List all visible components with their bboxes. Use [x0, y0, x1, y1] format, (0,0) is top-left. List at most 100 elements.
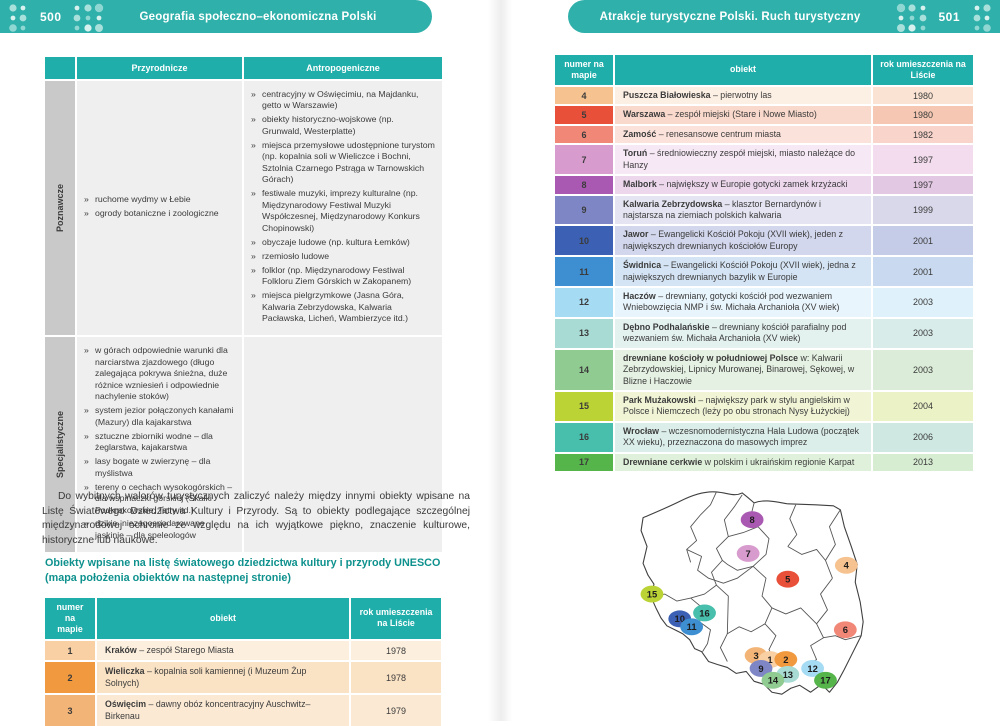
- map-marker-label-3: 3: [753, 650, 758, 661]
- map-number-cell: 13: [555, 318, 613, 348]
- map-marker-label-5: 5: [785, 574, 790, 585]
- map-number-cell: 17: [555, 453, 613, 472]
- map-number-cell: 9: [555, 195, 613, 225]
- object-cell: Drewniane cerkwie w polskim i ukraińskim…: [615, 453, 871, 472]
- intro-paragraph: Do wybitnych walorów turystycznych zalic…: [42, 490, 470, 548]
- map-number-cell: 5: [555, 106, 613, 124]
- map-marker-5: [776, 570, 800, 588]
- map-marker-label-1: 1: [767, 654, 772, 665]
- year-cell: 1997: [873, 176, 973, 194]
- object-cell: Świdnica – Ewangelicki Kościół Pokoju (X…: [615, 257, 871, 287]
- object-cell: Dębno Podhalańskie – drewniany kościół p…: [615, 318, 871, 348]
- map-number-cell: 7: [555, 145, 613, 175]
- map-marker-label-2: 2: [783, 654, 788, 665]
- walory-item: miejsca pielgrzymkowe (Jasna Góra, Kalwa…: [251, 290, 435, 324]
- year-cell: 2003: [873, 318, 973, 348]
- column-header-przyrodnicze: Przyrodnicze: [77, 57, 242, 79]
- poland-map: 8 7 4 5 15 16 10 11 6 3 1 2 9 12 13 14 17: [607, 487, 925, 719]
- map-number-cell: 10: [555, 226, 613, 256]
- object-cell: drewniane kościoły w południowej Polsce …: [615, 349, 871, 390]
- year-cell: 1980: [873, 106, 973, 124]
- walory-item: lasy bogate w zwierzynę – dla myślistwa: [84, 456, 235, 479]
- walory-cell: centracyjny w Oświęcimiu, na Majdanku, g…: [244, 81, 442, 336]
- walory-item: folklor (np. Międzynarodowy Festiwal Fol…: [251, 265, 435, 288]
- dots-decoration: [73, 3, 103, 32]
- page-number-left: 500: [40, 9, 62, 24]
- year-cell: 1979: [351, 695, 441, 726]
- map-marker-label-4: 4: [844, 560, 850, 571]
- map-marker-17: [814, 671, 837, 689]
- year-cell: 2003: [873, 349, 973, 390]
- unesco-table-right: numer na mapie obiekt rok umieszczenia na …: [555, 55, 975, 472]
- object-cell: Zamość – renesansowe centrum miasta: [615, 125, 871, 144]
- map-number-cell: 4: [555, 86, 613, 105]
- map-number-cell: 3: [45, 695, 95, 726]
- object-cell: Kalwaria Zebrzydowska – klasztor Bernard…: [615, 195, 871, 225]
- year-cell: 1982: [873, 125, 973, 144]
- walory-item: w górach odpowiednie warunki dla narciar…: [84, 345, 235, 402]
- unesco-header-1: obiekt: [615, 55, 871, 85]
- walory-item: ruchome wydmy w Łebie: [84, 194, 235, 206]
- unesco-table-left: numer na mapie obiekt rok umieszczenia na …: [45, 598, 443, 726]
- year-cell: 1980: [873, 86, 973, 105]
- dots-decoration: [973, 3, 991, 32]
- object-cell: Park Mużakowski – największy park w styl…: [615, 391, 871, 421]
- walory-item: festiwale muzyki, imprezy kulturalne (np…: [251, 188, 435, 234]
- dots-decoration: [9, 3, 27, 32]
- map-marker-label-17: 17: [820, 675, 830, 686]
- object-cell: Wieliczka – kopalnia soli kamiennej (i M…: [97, 662, 349, 694]
- map-marker-label-14: 14: [768, 675, 779, 686]
- row-label-poznawcze: Poznawcze: [45, 81, 75, 336]
- walory-item: tereny o cechach wysokogórskich – dla ws…: [84, 482, 235, 516]
- map-number-cell: 6: [555, 125, 613, 144]
- map-marker-8: [740, 511, 764, 529]
- header-bar-left: 500 Geografia społeczno–ekonomiczna Pols…: [0, 0, 432, 33]
- walory-item: obiekty historyczno-wojskowe (np. Grunwa…: [251, 114, 435, 137]
- year-cell: 2004: [873, 391, 973, 421]
- unesco-header-1: obiekt: [97, 598, 349, 639]
- walory-item: miejsca przemysłowe udostępnione turysto…: [251, 140, 435, 186]
- column-header-antropogeniczne: Antropogeniczne: [244, 57, 442, 79]
- map-number-cell: 14: [555, 349, 613, 390]
- map-marker-12: [801, 660, 824, 677]
- year-cell: 1999: [873, 195, 973, 225]
- unesco-header-2: rok umieszczenia na Liście: [351, 598, 441, 639]
- map-marker-label-9: 9: [758, 663, 763, 674]
- map-number-cell: 15: [555, 391, 613, 421]
- map-marker-14: [761, 671, 785, 689]
- walory-item: ogrody botaniczne i zoologiczne: [84, 208, 235, 220]
- map-marker-label-7: 7: [746, 548, 751, 559]
- map-marker-15: [640, 585, 664, 603]
- unesco-heading-line1: Obiekty wpisane na listę światowego dzie…: [45, 557, 441, 569]
- unesco-heading: Obiekty wpisane na listę światowego dzie…: [45, 556, 473, 585]
- walory-item: centracyjny w Oświęcimiu, na Majdanku, g…: [251, 89, 435, 112]
- walory-item: sztuczne zbiorniki wodne – dla żeglarstw…: [84, 431, 235, 454]
- walory-item: system jezior połączonych kanałami (Mazu…: [84, 405, 235, 428]
- year-cell: 2001: [873, 226, 973, 256]
- map-number-cell: 12: [555, 288, 613, 317]
- poland-outline: [640, 491, 864, 695]
- map-number-cell: 16: [555, 422, 613, 452]
- map-number-cell: 8: [555, 176, 613, 194]
- map-marker-label-12: 12: [807, 663, 817, 674]
- object-cell: Oświęcim – dawny obóz koncentracyjny Aus…: [97, 695, 349, 726]
- year-cell: 2003: [873, 288, 973, 317]
- walory-item: obyczaje ludowe (np. kultura Łemków): [251, 237, 435, 249]
- header-bar-right: Atrakcje turystyczne Polski. Ruch turyst…: [568, 0, 1000, 33]
- year-cell: 1978: [351, 662, 441, 694]
- header-title-right: Atrakcje turystyczne Polski. Ruch turyst…: [599, 10, 861, 23]
- unesco-header-0: numer na mapie: [555, 55, 613, 85]
- map-marker-11: [680, 618, 704, 636]
- map-marker-label-8: 8: [750, 514, 755, 525]
- object-cell: Puszcza Białowieska – pierwotny las: [615, 86, 871, 105]
- object-cell: Warszawa – zespół miejski (Stare i Nowe …: [615, 106, 871, 124]
- year-cell: 2006: [873, 422, 973, 452]
- walory-cell: w górach odpowiednie warunki dla narciar…: [77, 337, 242, 552]
- map-marker-9: [749, 660, 773, 677]
- map-marker-7: [736, 545, 760, 562]
- walory-cell: ruchome wydmy w Łebie ogrody botaniczne i…: [77, 81, 242, 336]
- dots-decoration: [897, 3, 927, 32]
- object-cell: Malbork – największy w Europie gotycki z…: [615, 176, 871, 194]
- walory-turystyczne-table: Przyrodnicze Antropogeniczne Poznawczeru…: [45, 57, 442, 552]
- unesco-heading-line2: (mapa położenia obiektów na następnej st…: [45, 571, 291, 584]
